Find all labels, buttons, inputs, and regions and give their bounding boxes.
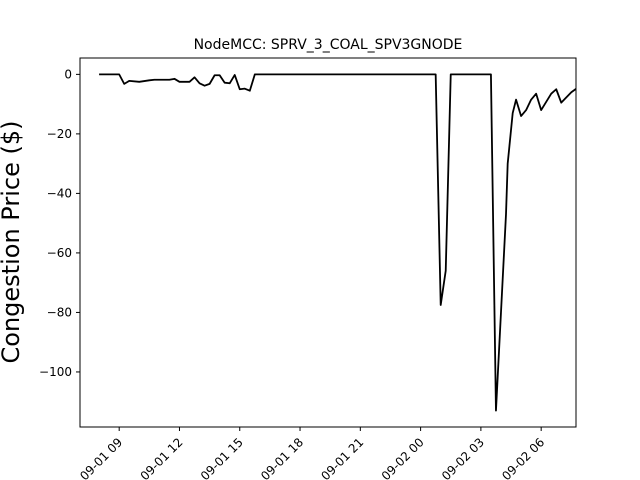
y-tick-label: −100 xyxy=(39,365,72,379)
x-tick-label: 09-01 21 xyxy=(318,435,366,480)
y-tick-label: −60 xyxy=(47,246,72,260)
y-tick-label: 0 xyxy=(64,67,72,81)
y-axis: 0 −20 −40 −60 −80 −100 xyxy=(39,67,80,379)
y-tick-label: −80 xyxy=(47,305,72,319)
x-tick-label: 09-02 00 xyxy=(379,435,427,480)
y-axis-label: Congestion Price ($) xyxy=(0,121,25,364)
x-tick-label: 09-01 15 xyxy=(198,435,246,480)
x-axis: 09-01 09 09-01 12 09-01 15 09-01 18 09-01 21… xyxy=(77,427,547,480)
x-tick-label: 09-02 06 xyxy=(499,435,547,480)
x-tick-label: 09-01 18 xyxy=(258,435,306,480)
y-tick-label: −40 xyxy=(47,186,72,200)
plot-frame xyxy=(79,57,577,428)
chart-title: NodeMCC: SPRV_3_COAL_SPV3GNODE xyxy=(194,37,463,53)
x-tick-label: 09-01 12 xyxy=(138,435,186,480)
x-tick-label: 09-02 03 xyxy=(439,435,487,480)
y-tick-label: −20 xyxy=(47,127,72,141)
plot-area xyxy=(99,73,576,412)
x-tick-label: 09-01 09 xyxy=(77,435,125,480)
congestion-price-line xyxy=(99,73,576,412)
